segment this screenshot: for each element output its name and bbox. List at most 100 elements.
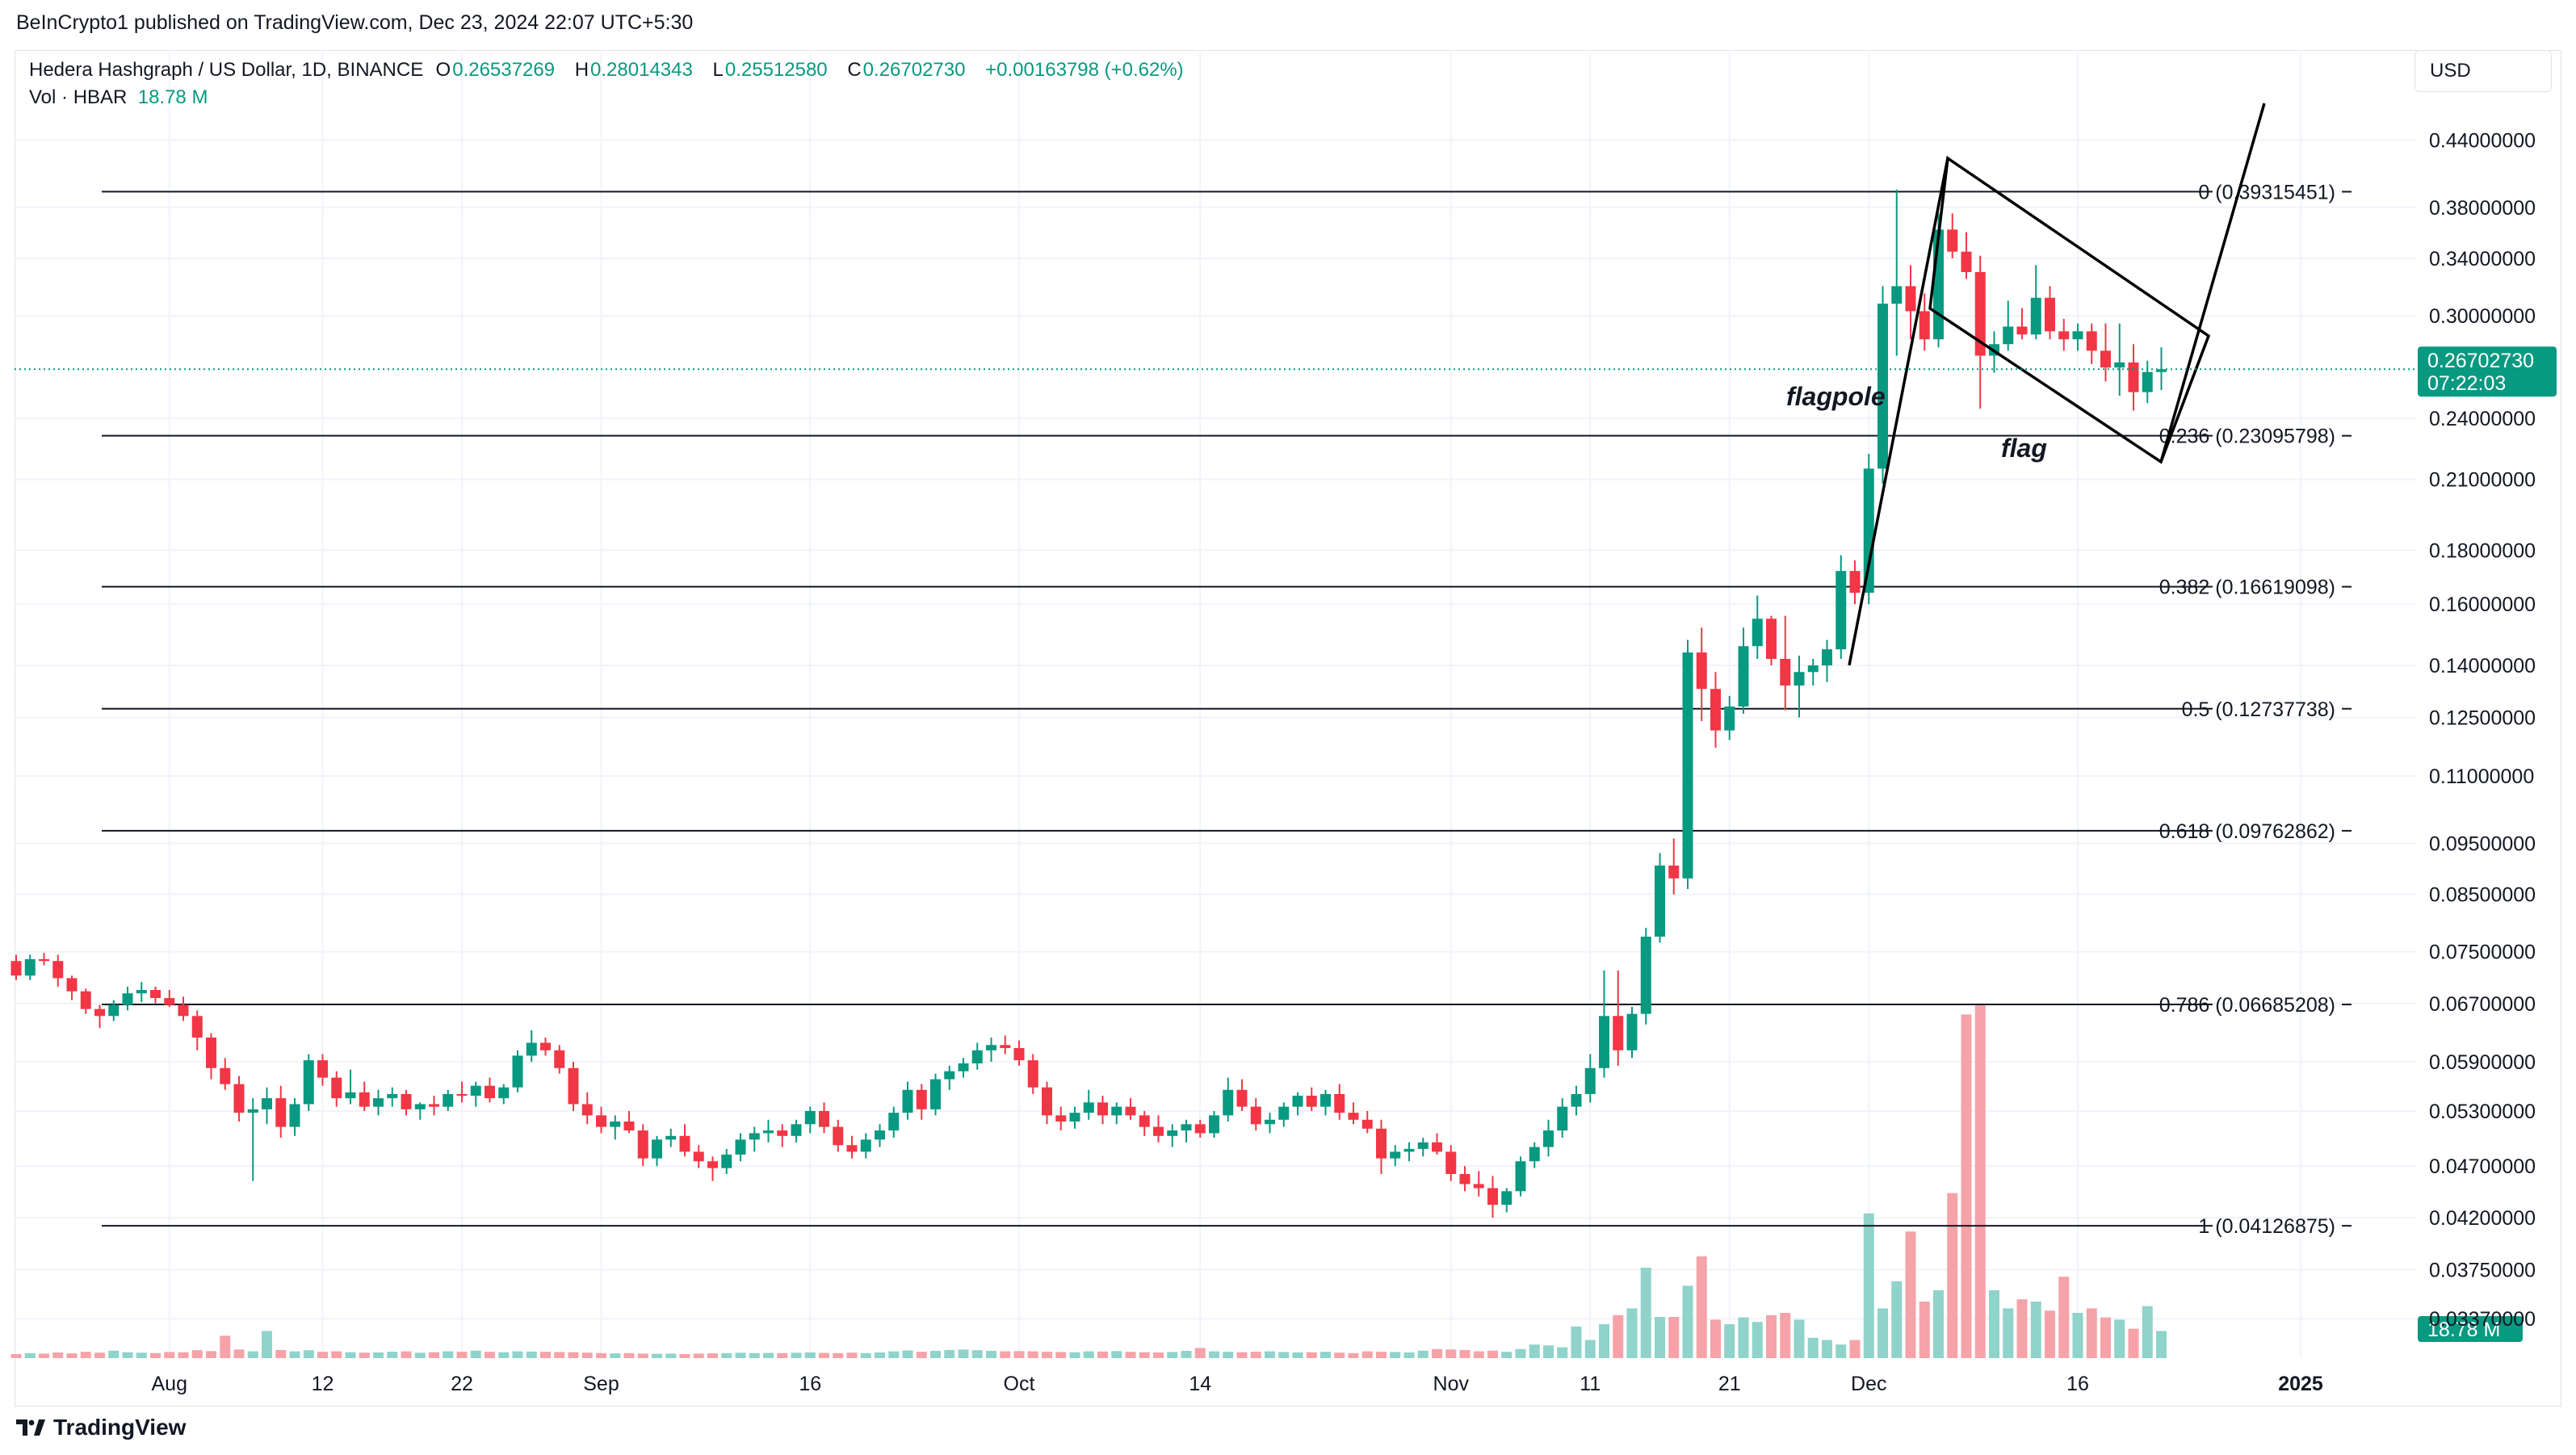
- candle-body[interactable]: [930, 1079, 941, 1109]
- candle-body[interactable]: [540, 1042, 551, 1050]
- candle-body[interactable]: [1361, 1119, 1373, 1129]
- candle-body[interactable]: [637, 1130, 648, 1159]
- candle-body[interactable]: [1292, 1096, 1303, 1107]
- candle-body[interactable]: [1863, 468, 1874, 593]
- candle-body[interactable]: [846, 1145, 858, 1152]
- candle-body[interactable]: [1780, 659, 1791, 686]
- candle-body[interactable]: [763, 1130, 774, 1134]
- candle-body[interactable]: [1111, 1106, 1122, 1116]
- candle-body[interactable]: [623, 1121, 635, 1131]
- candle-body[interactable]: [150, 990, 161, 999]
- candle-body[interactable]: [1432, 1142, 1442, 1152]
- candle-body[interactable]: [164, 998, 175, 1005]
- candle-body[interactable]: [1042, 1087, 1052, 1116]
- candle-body[interactable]: [66, 978, 78, 992]
- candle-body[interactable]: [1961, 251, 1972, 272]
- candle-body[interactable]: [1487, 1188, 1498, 1206]
- candle-body[interactable]: [2058, 331, 2070, 340]
- candle-body[interactable]: [1320, 1093, 1331, 1107]
- candle-body[interactable]: [581, 1104, 593, 1116]
- candle-body[interactable]: [1265, 1119, 1275, 1125]
- candle-body[interactable]: [2072, 331, 2083, 340]
- volume-label[interactable]: Vol · HBAR: [29, 86, 128, 108]
- candle-body[interactable]: [1445, 1151, 1457, 1174]
- candle-body[interactable]: [359, 1092, 370, 1107]
- candle-body[interactable]: [749, 1133, 760, 1140]
- candle-body[interactable]: [178, 1004, 189, 1017]
- candle-body[interactable]: [1557, 1106, 1568, 1131]
- candle-body[interactable]: [944, 1071, 955, 1080]
- candle-body[interactable]: [429, 1104, 439, 1107]
- candle-body[interactable]: [1027, 1060, 1038, 1088]
- candle-body[interactable]: [2142, 371, 2153, 392]
- candle-body[interactable]: [791, 1124, 802, 1136]
- candle-body[interactable]: [1807, 665, 1819, 673]
- candle-body[interactable]: [1000, 1045, 1011, 1048]
- candle-body[interactable]: [833, 1126, 844, 1146]
- candle-body[interactable]: [568, 1067, 579, 1105]
- candle-body[interactable]: [331, 1077, 342, 1099]
- candle-body[interactable]: [1668, 865, 1680, 878]
- candle-body[interactable]: [1376, 1128, 1387, 1159]
- candle-body[interactable]: [10, 961, 22, 976]
- candle-body[interactable]: [610, 1121, 621, 1127]
- candle-body[interactable]: [401, 1093, 412, 1109]
- candle-body[interactable]: [275, 1098, 287, 1127]
- candle-body[interactable]: [414, 1104, 426, 1109]
- candle-body[interactable]: [526, 1042, 537, 1056]
- candle-body[interactable]: [387, 1093, 398, 1099]
- candle-body[interactable]: [2030, 297, 2041, 335]
- candle-body[interactable]: [233, 1084, 245, 1113]
- candle-body[interactable]: [1822, 649, 1832, 666]
- candle-body[interactable]: [1250, 1106, 1261, 1125]
- candle-body[interactable]: [1613, 1016, 1624, 1050]
- candle-body[interactable]: [1696, 652, 1707, 690]
- candle-body[interactable]: [971, 1050, 983, 1063]
- candle-body[interactable]: [80, 991, 91, 1009]
- candle-body[interactable]: [289, 1104, 300, 1127]
- candle-body[interactable]: [1794, 672, 1805, 686]
- candle-body[interactable]: [1584, 1067, 1596, 1094]
- candle-body[interactable]: [1724, 707, 1735, 731]
- candle-body[interactable]: [679, 1135, 690, 1152]
- candle-body[interactable]: [470, 1085, 481, 1096]
- candle-body[interactable]: [916, 1089, 927, 1109]
- candle-body[interactable]: [1181, 1124, 1192, 1131]
- candle-body[interactable]: [777, 1130, 788, 1136]
- candle-body[interactable]: [875, 1130, 885, 1140]
- candle-body[interactable]: [443, 1093, 454, 1107]
- candle-body[interactable]: [819, 1110, 829, 1127]
- candle-body[interactable]: [735, 1139, 746, 1155]
- candle-body[interactable]: [1334, 1093, 1345, 1113]
- candle-body[interactable]: [1348, 1113, 1359, 1120]
- candle-body[interactable]: [136, 990, 147, 994]
- candle-body[interactable]: [1097, 1102, 1108, 1116]
- candle-body[interactable]: [1682, 652, 1693, 878]
- candle-body[interactable]: [1655, 865, 1665, 937]
- candle-body[interactable]: [24, 958, 36, 976]
- candle-body[interactable]: [1306, 1096, 1317, 1107]
- candle-body[interactable]: [52, 961, 64, 979]
- candle-body[interactable]: [1599, 1016, 1609, 1068]
- candle-body[interactable]: [1836, 571, 1847, 650]
- candle-body[interactable]: [1905, 286, 1916, 312]
- candle-body[interactable]: [512, 1055, 523, 1088]
- candle-body[interactable]: [1417, 1142, 1429, 1149]
- candle-body[interactable]: [1083, 1102, 1094, 1113]
- candle-body[interactable]: [2156, 369, 2167, 372]
- candle-body[interactable]: [721, 1154, 732, 1168]
- candle-body[interactable]: [345, 1092, 356, 1099]
- candle-body[interactable]: [1710, 689, 1721, 731]
- candle-body[interactable]: [804, 1110, 816, 1125]
- candle-body[interactable]: [1153, 1126, 1164, 1136]
- tradingview-footer[interactable]: TradingView: [16, 1415, 186, 1440]
- candle-body[interactable]: [1752, 618, 1763, 647]
- candle-body[interactable]: [303, 1060, 314, 1105]
- candle-body[interactable]: [1849, 571, 1861, 593]
- currency-selector[interactable]: USD: [2414, 50, 2552, 92]
- candle-body[interactable]: [1223, 1089, 1234, 1116]
- candle-body[interactable]: [247, 1109, 258, 1113]
- candle-body[interactable]: [373, 1098, 384, 1107]
- candle-body[interactable]: [1877, 304, 1888, 469]
